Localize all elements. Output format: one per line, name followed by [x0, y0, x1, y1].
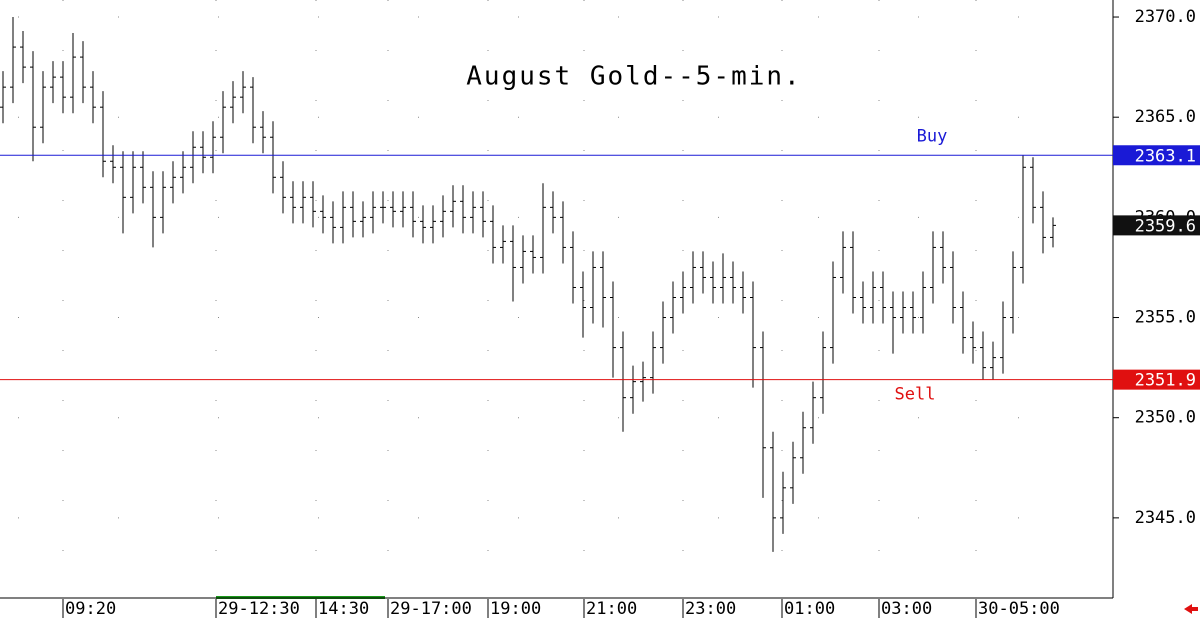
scroll-arrow[interactable] [1184, 604, 1198, 614]
x-tick-label: 30-05:00 [978, 599, 1060, 619]
y-tick-label: 2370.0 [1135, 7, 1196, 27]
x-tick-label: 19:00 [490, 599, 541, 619]
level-value: 2351.9 [1135, 371, 1196, 391]
x-tick-label: 09:20 [65, 599, 116, 619]
level-value: 2363.1 [1135, 146, 1196, 166]
level-box [1113, 369, 1200, 390]
y-tick-label: 2345.0 [1135, 508, 1196, 528]
y-tick-label: 2355.0 [1135, 308, 1196, 328]
chart-title: August Gold--5-min. [466, 62, 801, 92]
x-tick-label: 23:00 [685, 599, 736, 619]
x-tick-label: 29-17:00 [390, 599, 472, 619]
level-name: Buy [917, 126, 948, 146]
last-value: 2359.6 [1135, 216, 1196, 236]
level-box [1113, 145, 1200, 166]
y-tick-label: 2350.0 [1135, 408, 1196, 428]
x-tick-label: 21:00 [586, 599, 637, 619]
level-name: Sell [895, 385, 936, 405]
x-tick-label: 29-12:30 [218, 599, 300, 619]
x-tick-label: 14:30 [318, 599, 369, 619]
x-tick-label: 03:00 [881, 599, 932, 619]
y-tick-label: 2365.0 [1135, 107, 1196, 127]
last-box [1113, 215, 1200, 236]
x-tick-label: 01:00 [784, 599, 835, 619]
